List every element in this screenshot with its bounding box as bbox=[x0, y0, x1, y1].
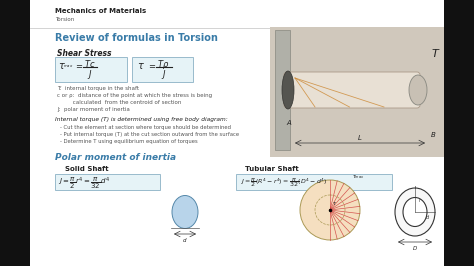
Circle shape bbox=[300, 180, 360, 240]
FancyBboxPatch shape bbox=[237, 173, 392, 189]
Text: Internal torque (T) is determined using free body diagram:: Internal torque (T) is determined using … bbox=[55, 117, 228, 122]
Text: $\tau$: $\tau$ bbox=[58, 61, 66, 71]
FancyBboxPatch shape bbox=[133, 56, 193, 81]
Text: $r$: $r$ bbox=[418, 196, 422, 204]
Text: Torsion: Torsion bbox=[55, 17, 74, 22]
Text: $\tau$: $\tau$ bbox=[332, 200, 337, 207]
Ellipse shape bbox=[172, 196, 198, 228]
Text: $L$: $L$ bbox=[357, 133, 363, 142]
Text: - Determine T using equilibrium equation of torques: - Determine T using equilibrium equation… bbox=[60, 139, 198, 144]
Text: $Tc$: $Tc$ bbox=[84, 58, 96, 69]
Text: Review of formulas in Torsion: Review of formulas in Torsion bbox=[55, 33, 218, 43]
Text: calculated  from the centroid of section: calculated from the centroid of section bbox=[57, 100, 182, 105]
Text: $J = \dfrac{\pi}{2}(R^4 - r^4) = \dfrac{\pi}{32}(D^4 - d^4)$: $J = \dfrac{\pi}{2}(R^4 - r^4) = \dfrac{… bbox=[240, 176, 327, 189]
FancyBboxPatch shape bbox=[270, 27, 444, 157]
Ellipse shape bbox=[395, 188, 435, 236]
Text: $J$: $J$ bbox=[161, 68, 166, 81]
Text: Mechanics of Materials: Mechanics of Materials bbox=[55, 8, 146, 14]
Text: $\tau_{max}$: $\tau_{max}$ bbox=[352, 173, 365, 181]
Polygon shape bbox=[275, 30, 290, 150]
Text: $\tau$: $\tau$ bbox=[137, 61, 145, 71]
Text: $d$: $d$ bbox=[425, 213, 430, 221]
Text: Tubular Shaft: Tubular Shaft bbox=[245, 166, 299, 172]
Text: T:  internal torque in the shaft: T: internal torque in the shaft bbox=[57, 86, 139, 91]
Text: c or ρ:  distance of the point at which the stress is being: c or ρ: distance of the point at which t… bbox=[57, 93, 212, 98]
Text: $J$: $J$ bbox=[87, 68, 92, 81]
FancyBboxPatch shape bbox=[0, 0, 30, 266]
Text: $_{max}$: $_{max}$ bbox=[63, 64, 73, 70]
Text: J:  polar moment of inertia: J: polar moment of inertia bbox=[57, 107, 130, 112]
Text: $B$: $B$ bbox=[430, 130, 437, 139]
Ellipse shape bbox=[403, 197, 427, 227]
Ellipse shape bbox=[282, 71, 294, 109]
Text: Polar moment of inertia: Polar moment of inertia bbox=[55, 153, 176, 162]
Text: Solid Shaft: Solid Shaft bbox=[65, 166, 109, 172]
FancyBboxPatch shape bbox=[30, 0, 444, 266]
Text: $J = \dfrac{\pi}{2}r^4 = \dfrac{\pi}{32}d^4$: $J = \dfrac{\pi}{2}r^4 = \dfrac{\pi}{32}… bbox=[58, 176, 110, 191]
Text: $T\rho$: $T\rho$ bbox=[157, 58, 169, 71]
FancyBboxPatch shape bbox=[55, 173, 161, 189]
Text: $=$: $=$ bbox=[147, 61, 157, 70]
Text: $=$: $=$ bbox=[74, 61, 84, 70]
FancyBboxPatch shape bbox=[55, 56, 128, 81]
Text: $A$: $A$ bbox=[286, 118, 292, 127]
Text: Shear Stress: Shear Stress bbox=[57, 49, 111, 58]
Text: $T$: $T$ bbox=[431, 47, 440, 59]
Ellipse shape bbox=[409, 75, 427, 105]
FancyBboxPatch shape bbox=[284, 72, 420, 108]
Text: - Cut the element at section where torque should be determined: - Cut the element at section where torqu… bbox=[60, 125, 231, 130]
Text: $D$: $D$ bbox=[412, 244, 418, 252]
FancyBboxPatch shape bbox=[444, 0, 474, 266]
Text: - Put internal torque (T) at the cut section outward from the surface: - Put internal torque (T) at the cut sec… bbox=[60, 132, 239, 137]
Text: $d$: $d$ bbox=[182, 236, 188, 244]
